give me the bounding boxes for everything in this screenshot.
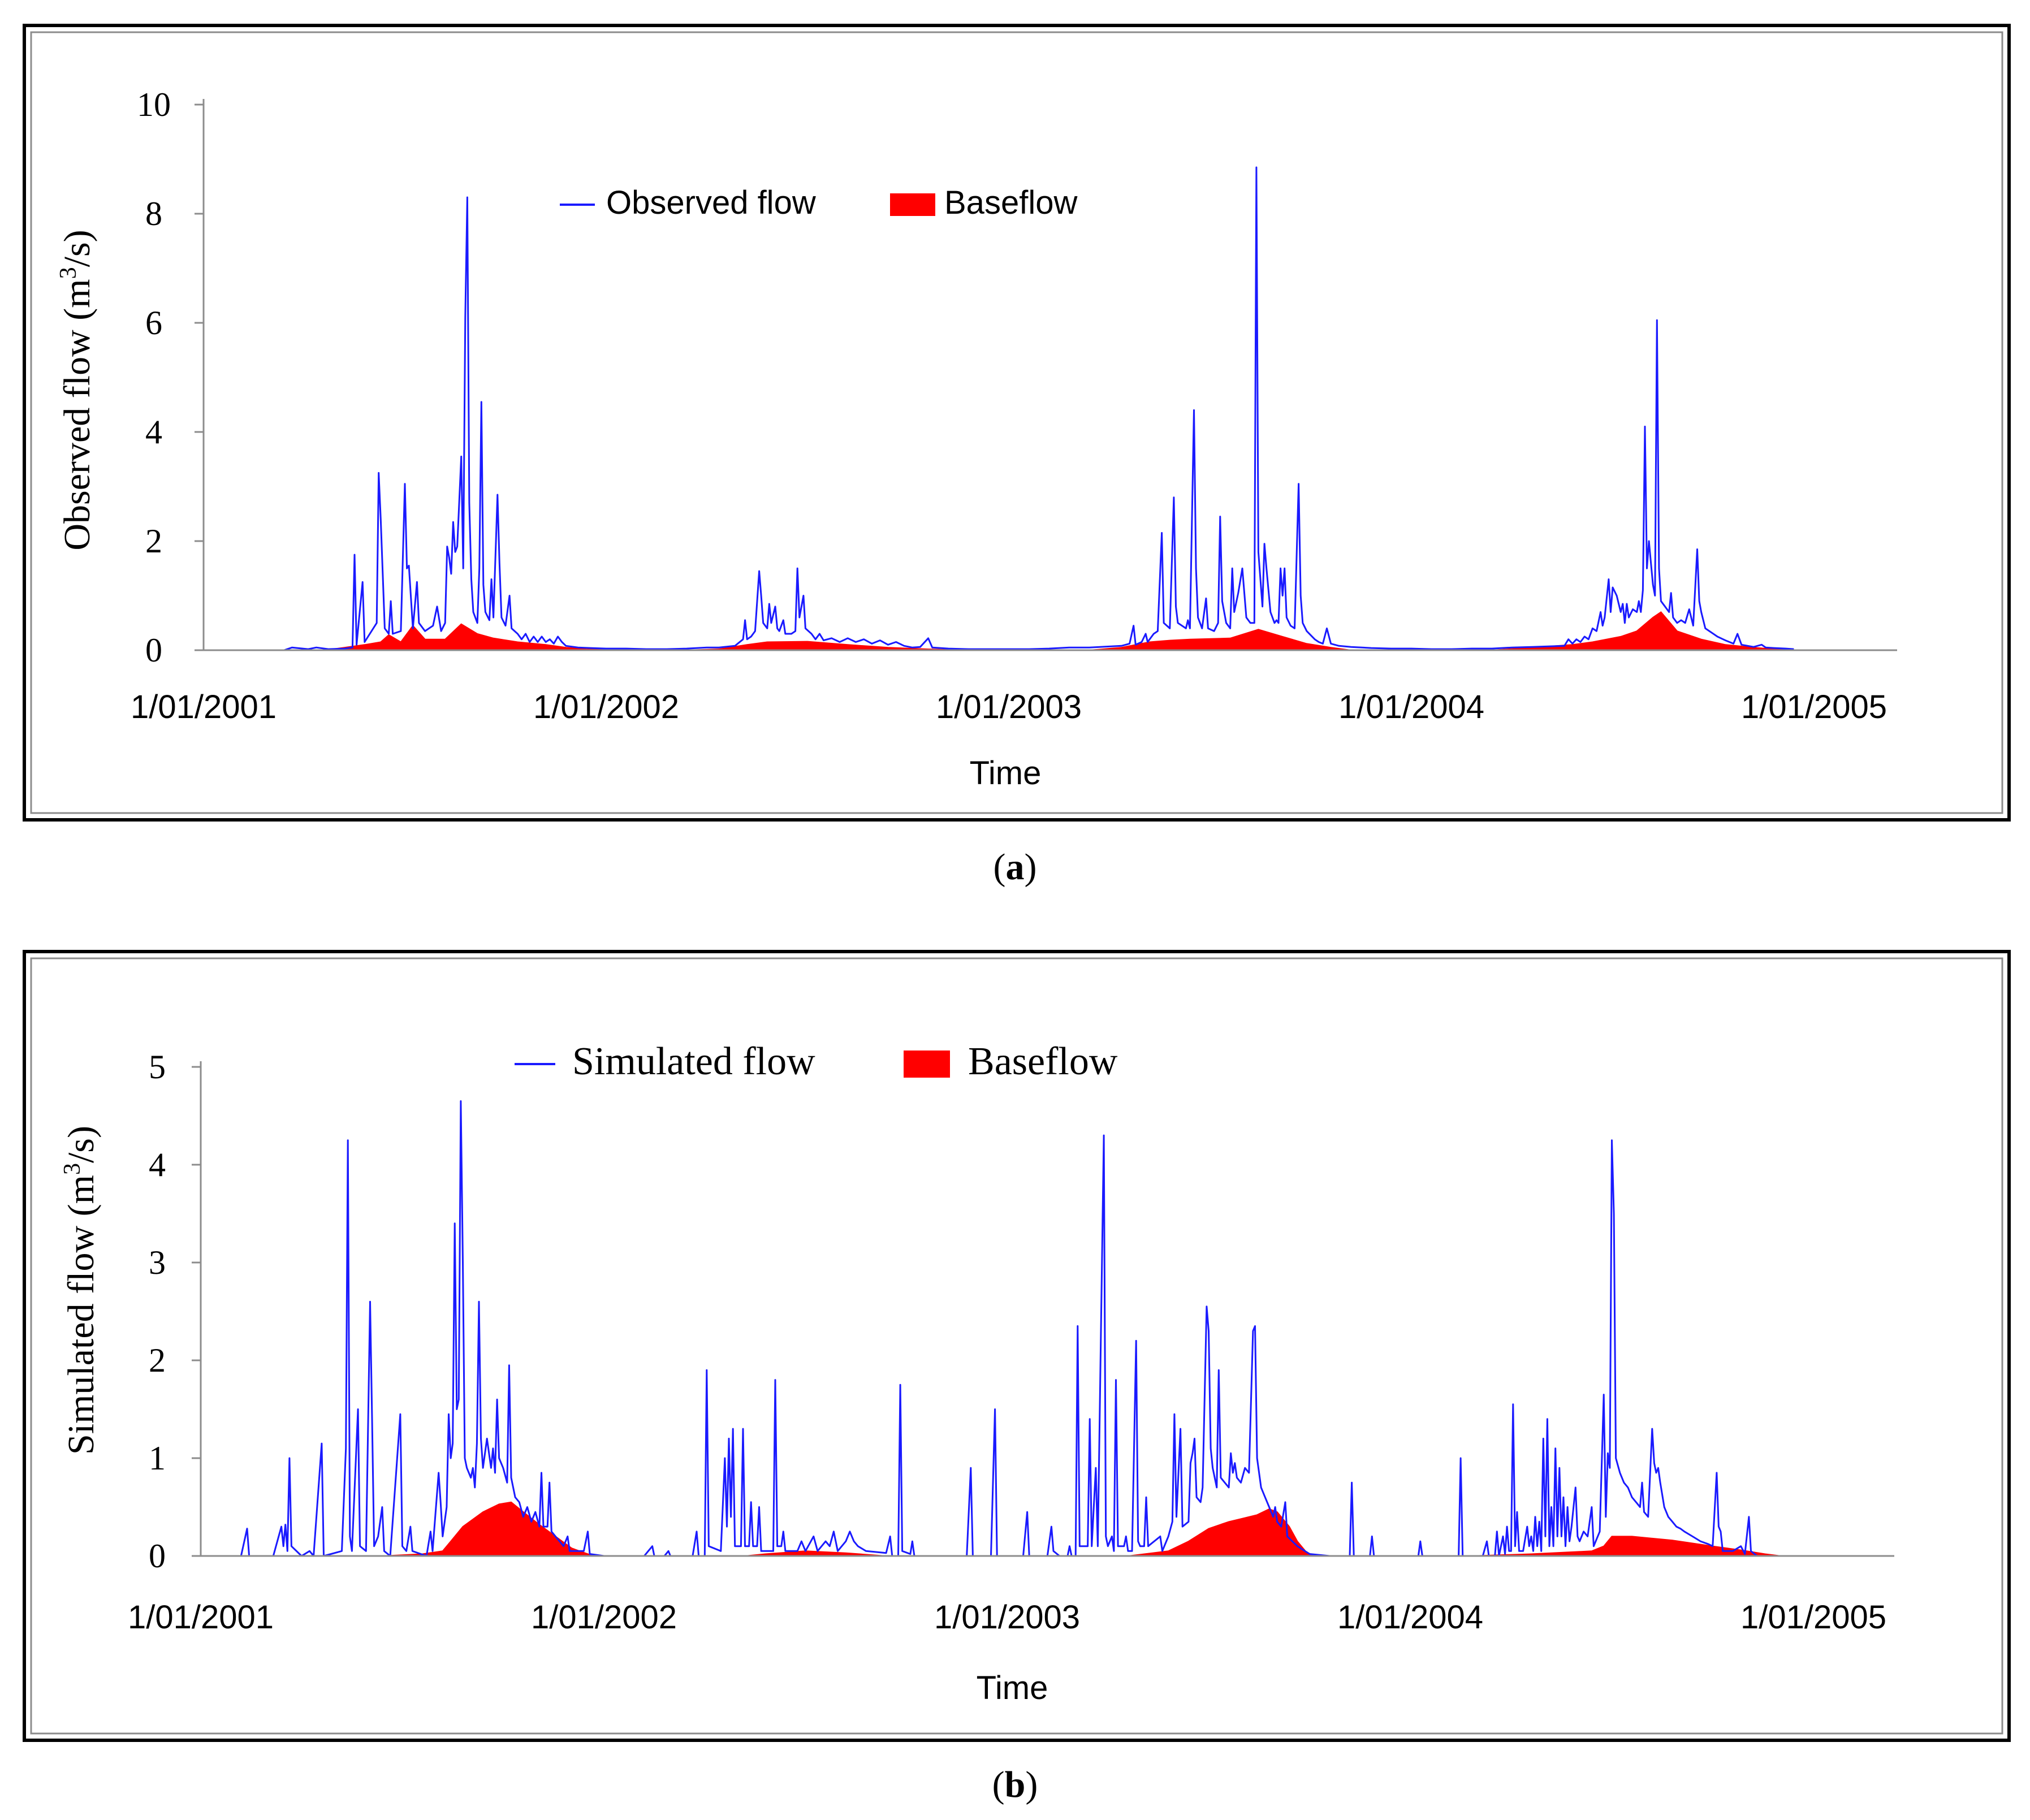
y-tick-label-b: 4 — [149, 1146, 166, 1183]
panel-a: 0 2 4 6 8 10 1/01/2001 1/01/2002 1/01/2003 1/01/2… — [23, 24, 2011, 822]
y-tick-label-b: 1 — [149, 1439, 166, 1477]
x-tick-label-a: 1/01/2004 — [1338, 689, 1484, 725]
chart-a-legend: Observed flow Baseflow — [560, 184, 1078, 221]
chart-b-ylabel: Simulated flow (m3/s) — [59, 1126, 102, 1455]
legend-baseflow-label-b: Baseflow — [968, 1040, 1118, 1083]
y-tick-label-a: 6 — [145, 304, 162, 341]
caption-b-close: ) — [1025, 1764, 1038, 1805]
caption-b-letter: b — [1005, 1764, 1026, 1805]
legend-observed-label: Observed flow — [606, 184, 817, 221]
y-tick-label-a: 10 — [137, 86, 171, 123]
y-tick-label-a: 4 — [145, 413, 162, 451]
x-tick-label-a: 1/01/2005 — [1741, 689, 1887, 725]
chart-a-ylabel-sup: 3 — [55, 267, 81, 279]
x-tick-label-b: 1/01/2005 — [1740, 1599, 1886, 1636]
caption-a-letter: a — [1006, 846, 1025, 888]
y-tick-label-b: 0 — [149, 1537, 166, 1575]
x-tick-label-b: 1/01/2003 — [934, 1599, 1080, 1636]
x-tick-label-a: 1/01/2003 — [936, 689, 1082, 725]
legend-baseflow-swatch-a — [890, 193, 935, 216]
chart-b-plot-area: 0 1 2 3 4 5 1/01/2001 1/01/2002 1/01/2003 1/01/20… — [128, 1048, 1894, 1636]
chart-b-ylabel-sup: 3 — [59, 1163, 85, 1175]
y-tick-label-b: 5 — [149, 1048, 166, 1086]
chart-b-axes: 0 1 2 3 4 5 1/01/2001 1/01/2002 1/01/2003 1/01/20… — [128, 1048, 1894, 1636]
caption-a: (a) — [994, 846, 1037, 888]
caption-b: (b) — [992, 1764, 1038, 1805]
y-tick-label-a: 8 — [145, 195, 162, 232]
y-tick-label-a: 2 — [145, 522, 162, 560]
y-tick-label-b: 2 — [149, 1342, 166, 1379]
chart-b-ylabel-end: /s) — [61, 1126, 102, 1163]
simulated-flow-series — [201, 1100, 1773, 1557]
panel-a-frame-inner — [30, 31, 2003, 814]
chart-a-axes: 0 2 4 6 8 10 1/01/2001 1/01/2002 1/01/2003 1/01/2… — [131, 86, 1897, 725]
legend-baseflow-swatch-b — [904, 1051, 950, 1078]
chart-b-xlabel: Time — [977, 1670, 1048, 1706]
caption-a-close: ) — [1025, 846, 1037, 888]
observed-flow-line — [204, 166, 1794, 651]
baseflow-series-b — [201, 1501, 1782, 1557]
chart-a-ylabel: Observed flow (m3/s) — [55, 230, 98, 550]
chart-a-ylabel-end: /s) — [57, 230, 98, 267]
x-tick-label-b: 1/01/2001 — [128, 1599, 274, 1636]
baseflow-area-b — [201, 1501, 1782, 1557]
caption-a-open: ( — [994, 846, 1006, 888]
chart-a-ylabel-main: Observed flow (m — [57, 279, 98, 550]
chart-b-ylabel-main: Simulated flow (m — [61, 1175, 102, 1455]
panel-b: 0 1 2 3 4 5 1/01/2001 1/01/2002 1/01/2003 1/01/20… — [23, 950, 2011, 1742]
caption-b-open: ( — [992, 1764, 1005, 1805]
panel-b-frame-inner — [30, 957, 2003, 1735]
chart-a-xlabel: Time — [970, 755, 1042, 792]
x-tick-label-b: 1/01/2002 — [531, 1599, 677, 1636]
chart-a-plot-area: 0 2 4 6 8 10 1/01/2001 1/01/2002 1/01/2003 1/01/2… — [131, 86, 1897, 725]
panel-a-frame-outer — [23, 24, 2011, 822]
x-tick-label-a: 1/01/2001 — [131, 689, 277, 725]
chart-b-legend: Simulated flow Baseflow — [515, 1040, 1118, 1083]
legend-simulated-label: Simulated flow — [572, 1040, 815, 1083]
observed-flow-series — [204, 166, 1794, 651]
simulated-flow-line — [201, 1100, 1773, 1557]
legend-baseflow-label-a: Baseflow — [944, 184, 1078, 221]
y-tick-label-a: 0 — [145, 632, 162, 669]
y-tick-label-b: 3 — [149, 1244, 166, 1281]
x-tick-label-a: 1/01/2002 — [533, 689, 679, 725]
panel-b-frame-outer — [23, 950, 2011, 1742]
x-tick-label-b: 1/01/2004 — [1337, 1599, 1483, 1636]
